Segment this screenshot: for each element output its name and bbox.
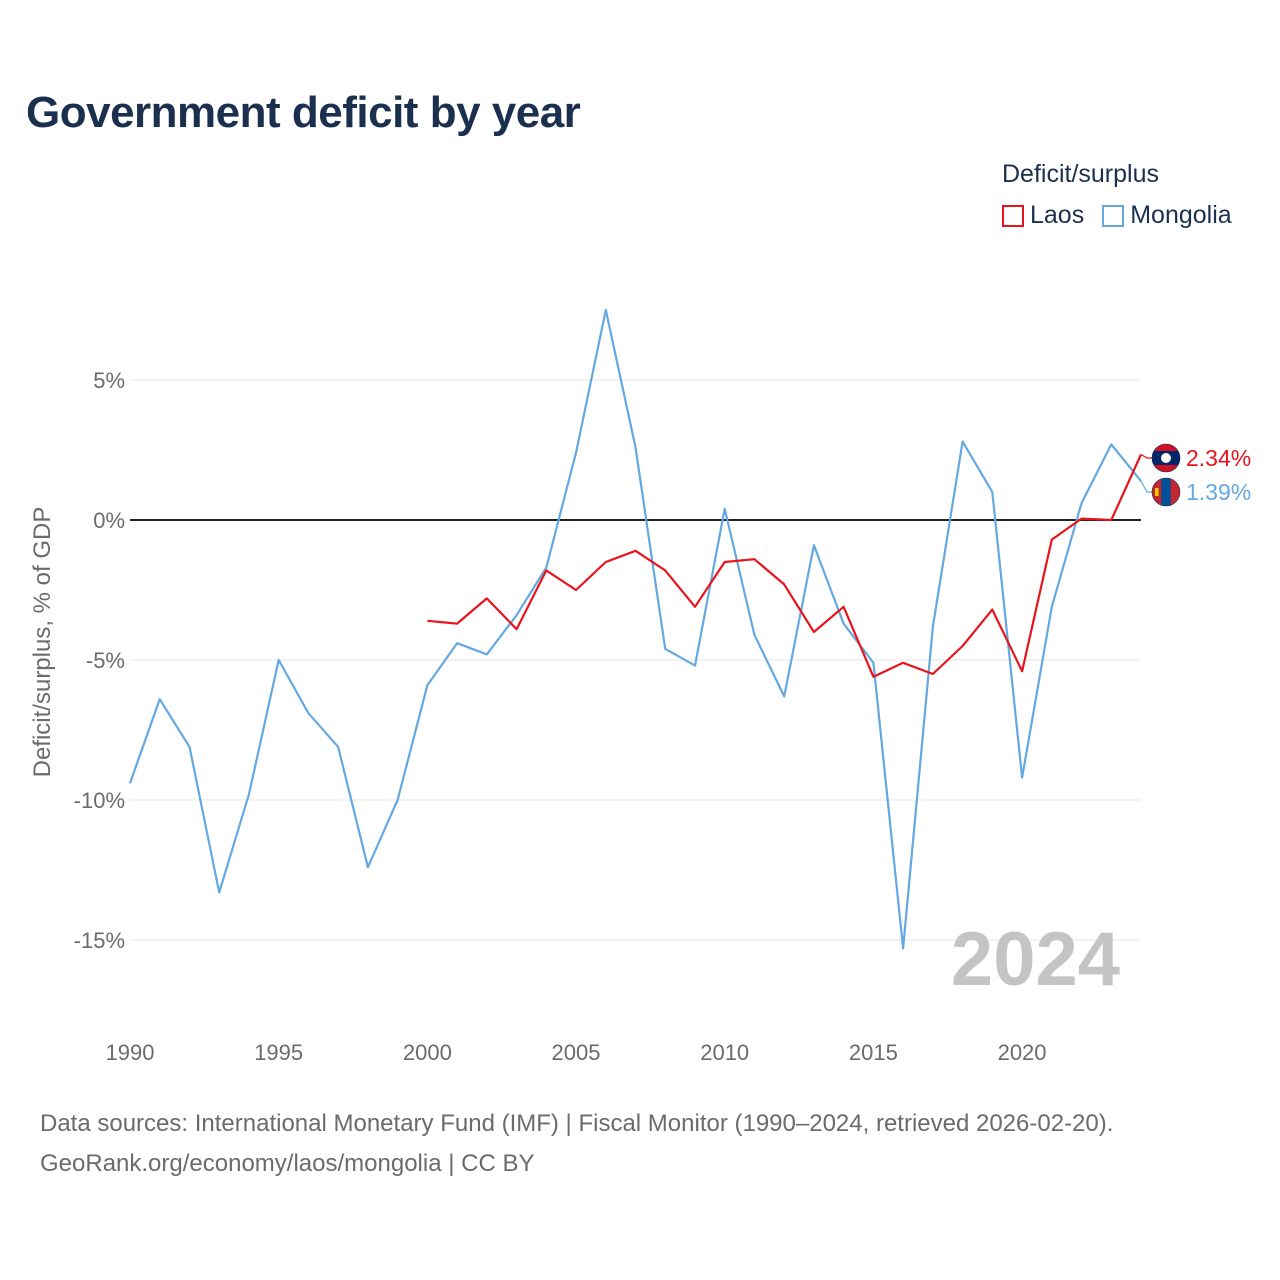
grid-lines: [130, 379, 1141, 941]
legend-label-laos: Laos: [1030, 201, 1085, 229]
legend-label-mongolia: Mongolia: [1130, 201, 1232, 229]
series-line-laos: [427, 454, 1143, 678]
y-tick-label: 0%: [93, 508, 125, 533]
legend-item-mongolia[interactable]: Mongolia: [1102, 201, 1232, 230]
end-value-label: 1.39%: [1186, 479, 1251, 505]
x-tick-label: 2005: [552, 1040, 601, 1065]
y-axis-label: Deficit/surplus, % of GDP: [29, 507, 56, 778]
source-note: Data sources: International Monetary Fun…: [40, 1104, 1113, 1184]
mongolia-flag-icon: [1151, 477, 1181, 507]
y-tick-label: -15%: [74, 928, 125, 953]
series-lines: [128, 308, 1143, 950]
leader-line: [1140, 480, 1152, 493]
x-tick-label: 2000: [403, 1040, 452, 1065]
legend: Deficit/surplus Laos Mongolia: [1002, 160, 1232, 230]
source-line: Data sources: International Monetary Fun…: [40, 1110, 1114, 1137]
y-tick-label: 5%: [93, 368, 125, 393]
leader-line: [1140, 453, 1152, 459]
source-url: GeoRank.org/economy/laos/mongolia | CC B…: [40, 1150, 535, 1177]
chart-title: Government deficit by year: [26, 88, 581, 137]
x-tick-label: 2010: [700, 1040, 749, 1065]
legend-title: Deficit/surplus: [1002, 160, 1159, 188]
axis-ticks: 5% 0% -5% -10% -15% 1990 1995 2000 2005 2010 2015 2…: [74, 368, 1047, 1065]
x-tick-label: 2020: [998, 1040, 1047, 1065]
laos-flag-icon: [1151, 443, 1181, 473]
legend-swatch-mongolia: [1102, 204, 1125, 227]
y-tick-label: -10%: [74, 788, 125, 813]
end-value-label: 2.34%: [1186, 445, 1251, 471]
x-tick-label: 1995: [254, 1040, 303, 1065]
year-watermark: 2024: [951, 917, 1120, 1002]
legend-item-laos[interactable]: Laos: [1002, 201, 1084, 230]
y-tick-label: -5%: [86, 648, 125, 673]
end-labels: 2.34% 1.39%: [1140, 443, 1251, 507]
x-tick-label: 1990: [106, 1040, 155, 1065]
x-tick-label: 2015: [849, 1040, 898, 1065]
legend-swatch-laos: [1002, 204, 1024, 227]
series-line-mongolia: [128, 308, 1142, 950]
